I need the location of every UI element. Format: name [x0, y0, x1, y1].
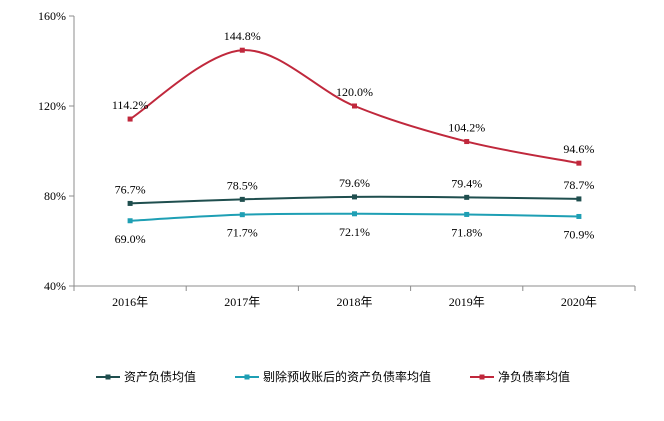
y-tick-label: 160% — [38, 9, 66, 23]
x-tick-label: 2017年 — [224, 295, 260, 309]
data-label: 69.0% — [115, 232, 146, 246]
legend-item-0: 资产负债均值 — [96, 369, 196, 384]
data-point — [352, 211, 357, 217]
data-label: 94.6% — [563, 142, 594, 156]
data-point — [464, 194, 470, 200]
data-label: 120.0% — [336, 85, 373, 99]
data-point — [352, 103, 357, 109]
series-layer — [127, 47, 582, 224]
data-point — [576, 160, 582, 166]
y-tick-label: 40% — [44, 279, 66, 293]
legend-swatch-marker — [244, 374, 250, 380]
data-point — [352, 194, 357, 200]
axes: 40% 80% 120% 160% 2016年 2017年 2018年 2019年 2020年 — [38, 9, 636, 309]
data-label: 144.8% — [224, 29, 261, 43]
data-point — [127, 200, 133, 206]
data-point — [576, 196, 582, 202]
x-tick-label: 2016年 — [112, 295, 148, 309]
x-tick-label: 2020年 — [561, 295, 597, 309]
data-point — [127, 116, 133, 122]
data-point — [239, 196, 245, 202]
data-point — [464, 211, 470, 217]
data-label: 79.6% — [339, 176, 370, 190]
y-tick-label: 80% — [44, 189, 66, 203]
data-label: 78.7% — [563, 178, 594, 192]
data-label: 71.8% — [451, 225, 482, 239]
legend-label: 资产负债均值 — [124, 369, 196, 384]
legend-swatch-marker — [105, 374, 111, 380]
x-tick-label: 2018年 — [336, 295, 372, 309]
legend-swatch-marker — [479, 374, 485, 380]
data-label: 78.5% — [227, 178, 258, 192]
legend: 资产负债均值 剔除预收账后的资产负债率均值 净负债率均值 — [96, 369, 570, 384]
data-point — [239, 47, 245, 53]
data-point — [464, 139, 470, 145]
legend-item-1: 剔除预收账后的资产负债率均值 — [235, 369, 431, 384]
data-label: 79.4% — [451, 176, 482, 190]
data-point — [127, 218, 133, 224]
data-point — [239, 212, 245, 218]
legend-item-2: 净负债率均值 — [470, 369, 570, 384]
data-point — [576, 213, 582, 219]
legend-label: 净负债率均值 — [498, 369, 570, 384]
data-label: 114.2% — [112, 98, 149, 112]
y-tick-label: 120% — [38, 99, 66, 113]
legend-label: 剔除预收账后的资产负债率均值 — [263, 369, 431, 384]
data-labels: 76.7% 78.5% 79.6% 79.4% 78.7% 69.0% 71.7% 72.1%… — [112, 29, 595, 246]
data-label: 70.9% — [563, 227, 594, 241]
data-label: 71.7% — [227, 226, 258, 240]
data-label: 76.7% — [115, 182, 146, 196]
data-label: 72.1% — [339, 225, 370, 239]
x-tick-label: 2019年 — [449, 295, 485, 309]
data-label: 104.2% — [448, 121, 485, 135]
